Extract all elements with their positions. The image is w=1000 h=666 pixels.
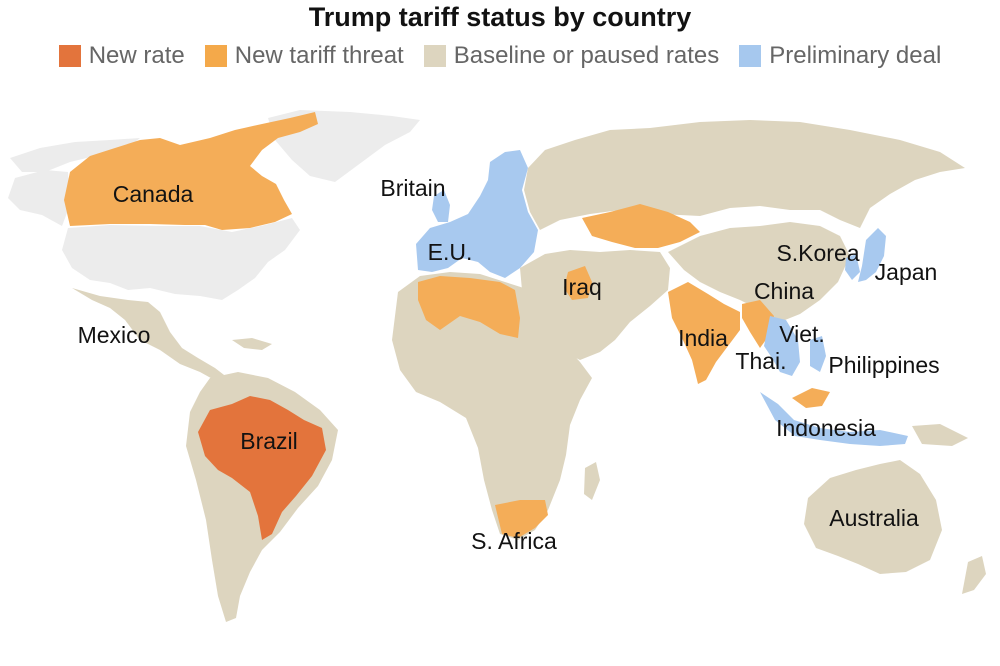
legend-item-new-rate: New rate [58, 42, 185, 70]
legend-item-deal: Preliminary deal [739, 42, 941, 70]
indonesia [760, 392, 908, 446]
label-iraq: Iraq [562, 274, 602, 300]
mexico [72, 288, 228, 382]
legend-label-baseline: Baseline or paused rates [453, 42, 720, 69]
legend: New rate New tariff threat Baseline or p… [0, 42, 1000, 70]
south-korea [845, 254, 860, 280]
legend-label-threat: New tariff threat [234, 42, 404, 69]
label-india: India [678, 325, 728, 351]
australia [804, 460, 942, 574]
madagascar [584, 462, 600, 500]
legend-label-new-rate: New rate [88, 42, 185, 69]
label-safrica: S. Africa [471, 528, 557, 554]
label-mexico: Mexico [78, 322, 151, 348]
label-brazil: Brazil [240, 428, 298, 454]
label-japan: Japan [875, 259, 938, 285]
label-viet: Viet. [779, 321, 825, 347]
vietnam-thailand [764, 316, 800, 376]
malaysia [792, 388, 830, 408]
legend-swatch-deal [739, 45, 762, 67]
new-zealand [962, 556, 986, 594]
label-eu: E.U. [428, 239, 473, 265]
label-china: China [754, 278, 814, 304]
legend-item-baseline: Baseline or paused rates [423, 42, 720, 70]
india [668, 282, 740, 384]
britain [432, 190, 450, 222]
map-title: Trump tariff status by country [308, 2, 692, 32]
russia [524, 120, 965, 230]
usa [62, 218, 300, 300]
arctic-islands [10, 138, 140, 172]
legend-swatch-new-rate [58, 45, 81, 67]
iraq [564, 266, 592, 300]
middle-east [520, 250, 670, 360]
label-philippines: Philippines [828, 352, 939, 378]
japan [858, 228, 886, 282]
brazil [198, 396, 326, 540]
kazakhstan [582, 204, 700, 248]
china [668, 222, 850, 322]
label-britain: Britain [380, 175, 445, 201]
legend-swatch-threat [204, 45, 227, 67]
legend-label-deal: Preliminary deal [769, 42, 942, 69]
label-thai: Thai. [735, 348, 786, 374]
canada [64, 112, 318, 230]
south-africa [495, 500, 548, 538]
algeria-libya [418, 276, 520, 338]
africa [392, 272, 592, 540]
label-skorea: S.Korea [776, 240, 859, 266]
europe-eu [416, 150, 538, 278]
alaska [8, 170, 70, 226]
legend-item-threat: New tariff threat [204, 42, 404, 70]
label-indonesia: Indonesia [776, 415, 876, 441]
caribbean [232, 338, 272, 350]
philippines [810, 336, 826, 372]
label-canada: Canada [113, 181, 194, 207]
legend-swatch-baseline [423, 45, 446, 67]
label-australia: Australia [829, 505, 919, 531]
papua [912, 424, 968, 446]
